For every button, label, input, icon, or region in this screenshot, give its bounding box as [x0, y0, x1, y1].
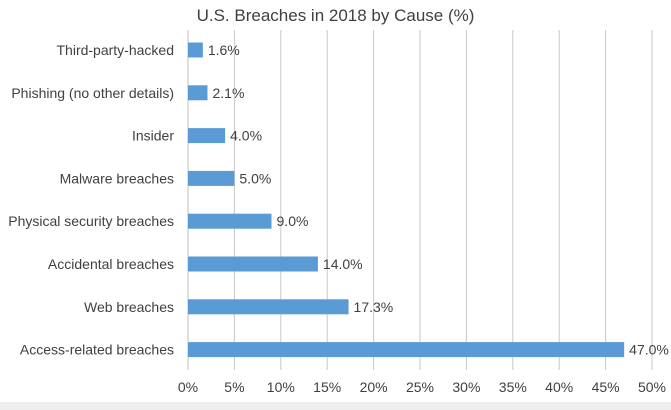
x-tick-label: 15% [313, 379, 341, 395]
category-label: Accidental breaches [48, 256, 174, 272]
x-tick-label: 35% [499, 379, 527, 395]
x-tick-label: 20% [360, 379, 388, 395]
bar [188, 42, 203, 58]
category-label: Access-related breaches [20, 342, 174, 358]
x-tick-label: 50% [638, 379, 666, 395]
category-label: Insider [132, 128, 174, 144]
bar [188, 170, 235, 186]
category-label: Third-party-hacked [57, 42, 175, 58]
data-label: 1.6% [208, 42, 240, 58]
x-tick-label: 40% [545, 379, 573, 395]
category-label: Malware breaches [60, 170, 174, 186]
bar [188, 128, 226, 144]
bottom-scroll-strip [0, 402, 671, 410]
x-tick-label: 5% [224, 379, 244, 395]
data-label: 5.0% [239, 170, 271, 186]
category-label: Physical security breaches [8, 213, 174, 229]
bar [188, 342, 625, 358]
bar [188, 299, 349, 315]
category-label: Web breaches [84, 299, 174, 315]
bar [188, 256, 318, 272]
chart-title: U.S. Breaches in 2018 by Cause (%) [196, 6, 475, 25]
x-tick-label: 30% [452, 379, 480, 395]
x-tick-label: 25% [406, 379, 434, 395]
bar [188, 213, 272, 229]
x-tick-label: 10% [267, 379, 295, 395]
x-tick-label: 0% [178, 379, 198, 395]
data-label: 2.1% [212, 85, 244, 101]
data-label: 9.0% [277, 213, 309, 229]
data-label: 14.0% [323, 256, 363, 272]
bar [188, 85, 208, 101]
data-label: 47.0% [629, 342, 669, 358]
x-tick-label: 45% [592, 379, 620, 395]
data-label: 4.0% [230, 128, 262, 144]
category-label: Phishing (no other details) [11, 85, 174, 101]
data-label: 17.3% [354, 299, 394, 315]
